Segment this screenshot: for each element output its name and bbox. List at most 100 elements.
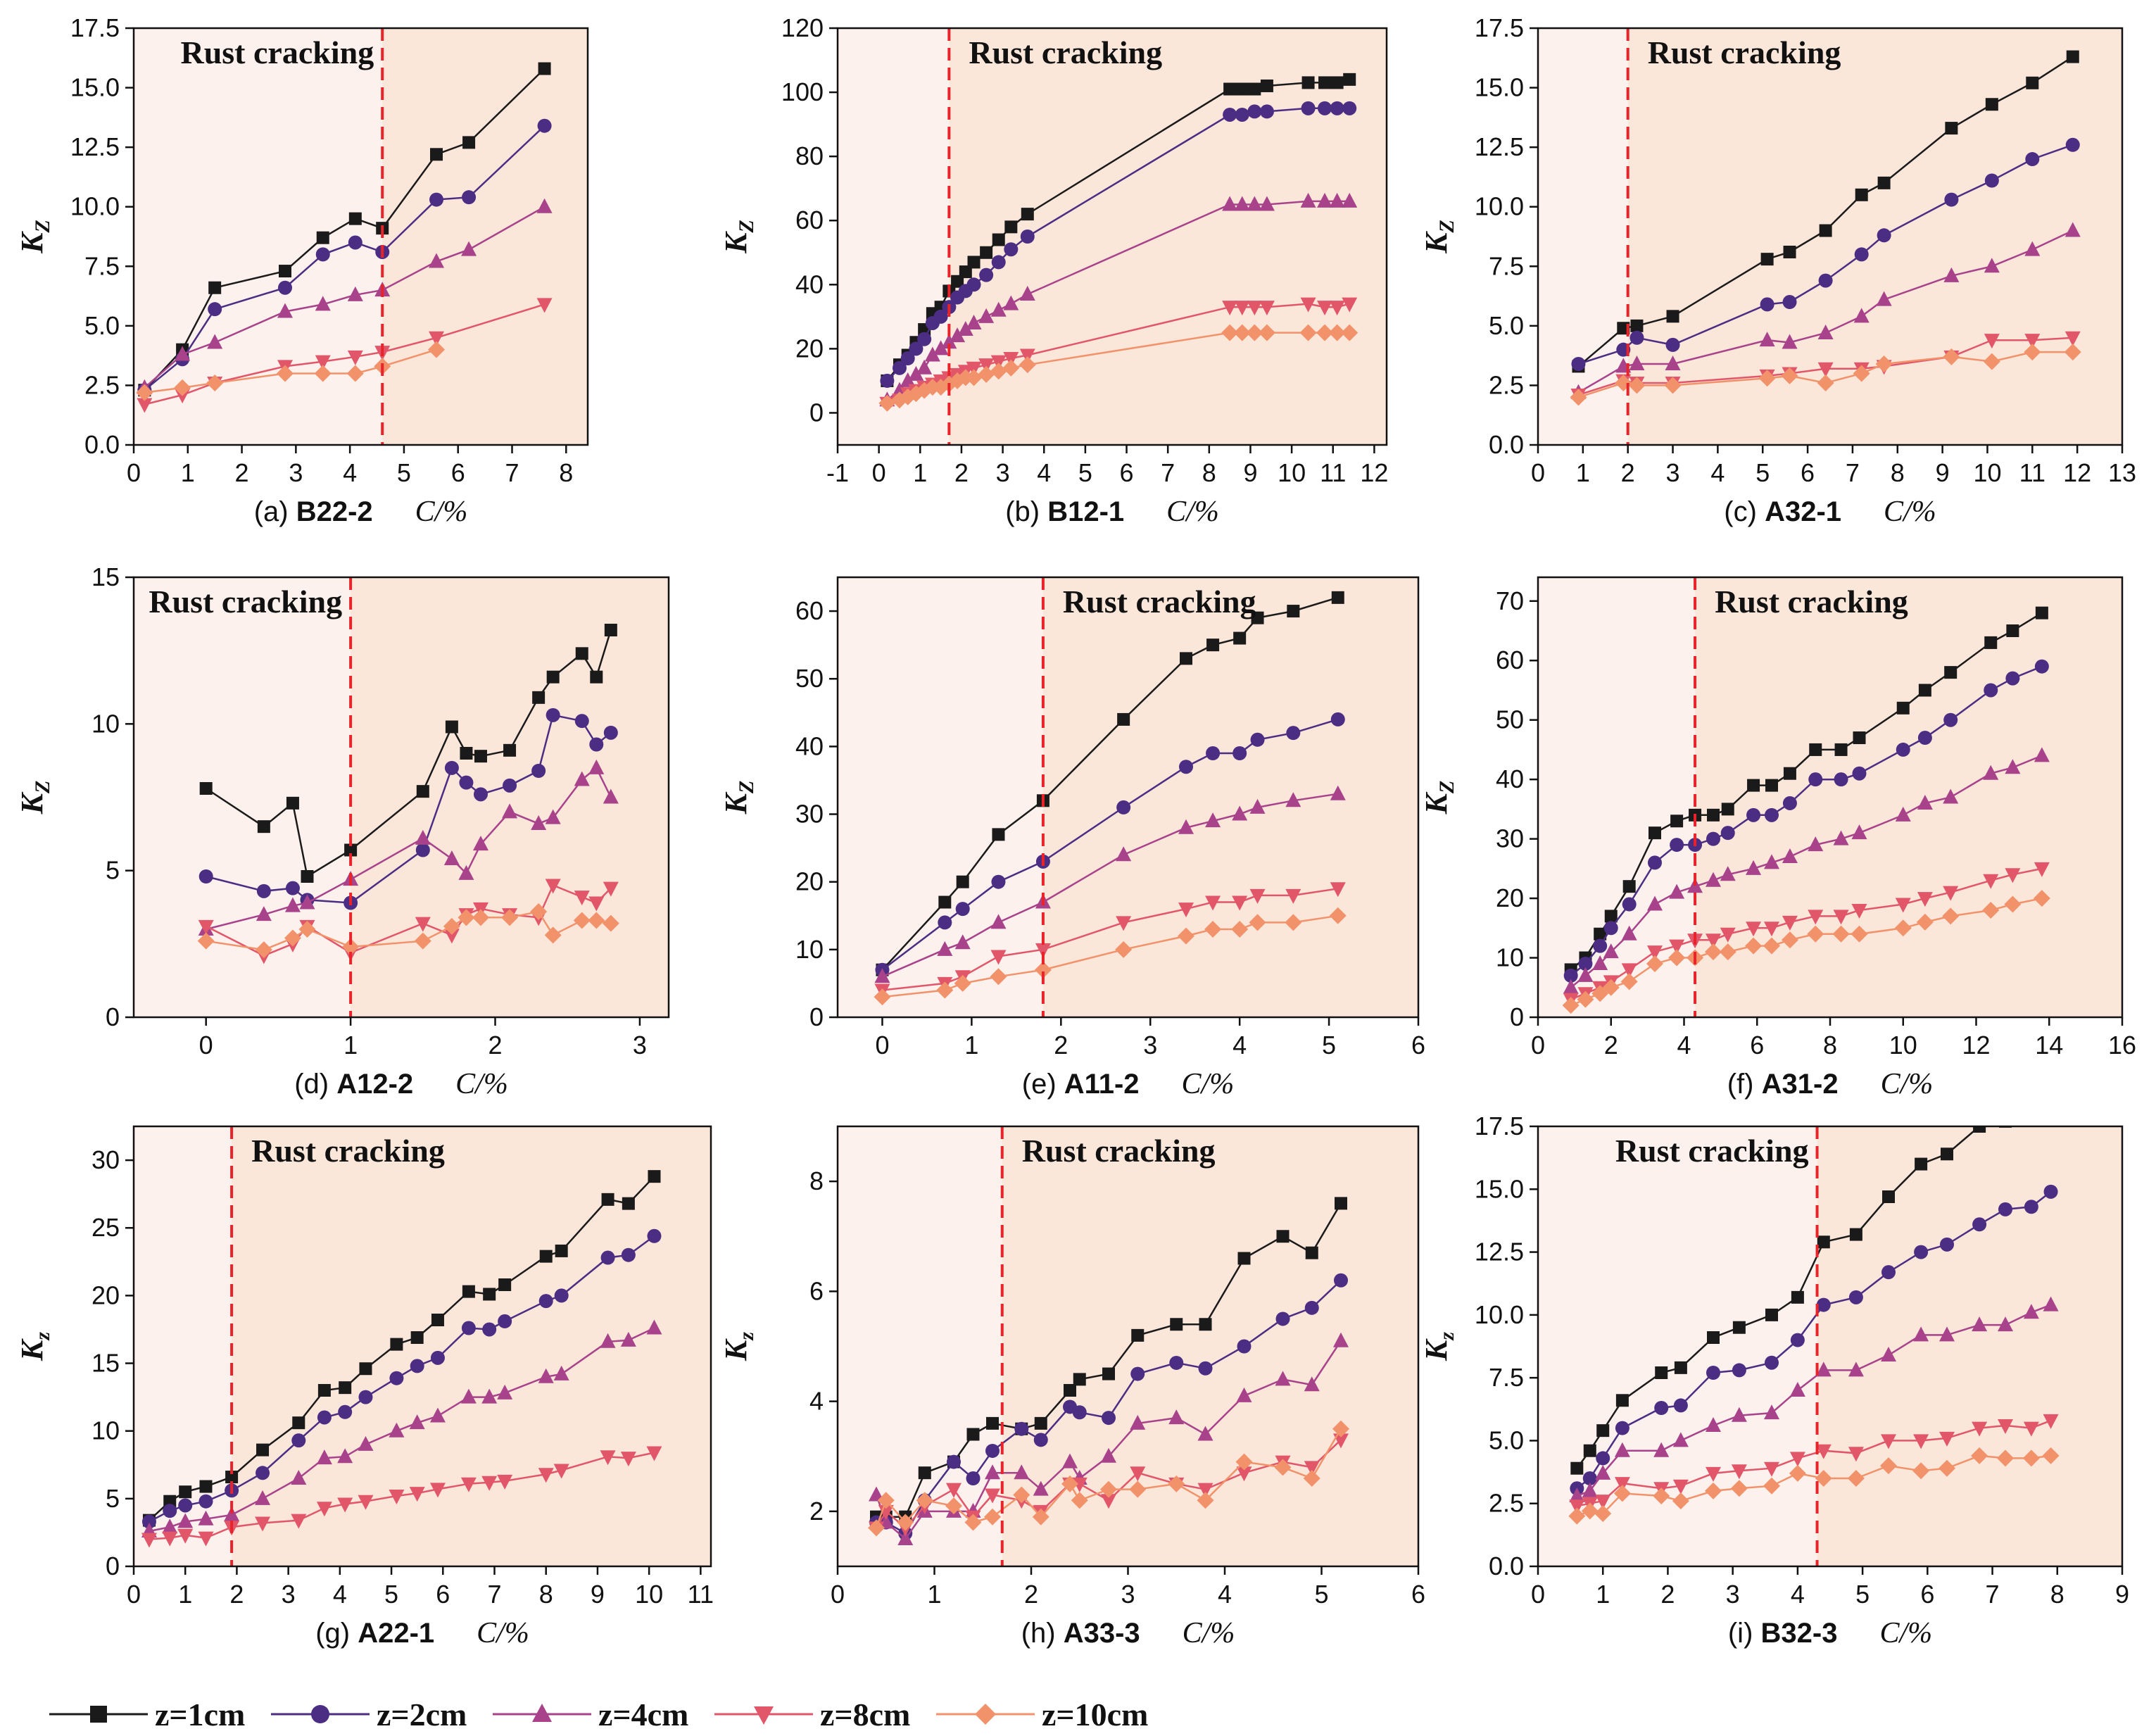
data-point	[338, 1404, 353, 1419]
data-point	[1614, 1442, 1630, 1457]
data-point	[603, 881, 619, 897]
data-point	[1809, 743, 1822, 756]
x-tick-label: 11	[2019, 458, 2045, 487]
data-point	[2005, 759, 2021, 774]
legend-marker-diamond	[975, 1704, 996, 1725]
data-point	[2024, 1200, 2038, 1214]
y-tick-label: 15.0	[1475, 1174, 1524, 1203]
data-point	[1914, 1245, 1929, 1259]
legend-item-z8: z=8cm	[714, 1697, 910, 1732]
data-point	[337, 1497, 353, 1513]
panel-caption: (d) A12-2 C/%	[294, 1068, 508, 1100]
data-point	[291, 1514, 307, 1529]
x-tick-label: 1	[927, 1580, 941, 1609]
data-point	[1115, 941, 1133, 958]
data-point	[1236, 1466, 1252, 1482]
data-point	[1577, 967, 1594, 982]
x-tick-label: 9	[2115, 1580, 2129, 1609]
data-point	[1706, 1466, 1721, 1482]
legend-label: z=10cm	[1042, 1697, 1148, 1732]
y-tick-label: 30	[92, 1145, 120, 1174]
y-tick-label: 0	[106, 1002, 120, 1031]
y-tick-label: 0.0	[1489, 430, 1524, 459]
data-point	[954, 934, 971, 950]
x-axis-label: C/%	[477, 1617, 529, 1649]
data-point	[1918, 684, 1931, 697]
data-point	[892, 360, 907, 375]
data-point	[1130, 1366, 1145, 1381]
data-point	[1251, 611, 1264, 624]
series-z-10cm	[878, 324, 1358, 412]
data-point	[2043, 1184, 2058, 1199]
data-point	[1199, 1318, 1212, 1331]
data-point	[933, 309, 948, 324]
data-point	[481, 1388, 498, 1404]
data-point	[1222, 196, 1238, 211]
data-point	[416, 785, 429, 798]
data-point	[992, 233, 1005, 246]
data-point	[1569, 1499, 1585, 1515]
data-point	[1817, 1235, 1830, 1249]
rust-cracking-annotation: Rust cracking	[1715, 584, 1908, 619]
data-point	[546, 707, 560, 722]
data-point	[1020, 229, 1035, 244]
data-point	[590, 670, 603, 684]
data-point	[1746, 922, 1762, 937]
x-tick-label: 9	[591, 1580, 605, 1609]
y-axis-label-sub: z	[1435, 1332, 1458, 1341]
series-z-2cm	[141, 1228, 662, 1529]
data-point	[2025, 1100, 2038, 1112]
data-point	[1204, 921, 1222, 938]
series-line	[1570, 612, 2043, 971]
data-point	[460, 747, 473, 760]
data-point	[177, 1528, 194, 1544]
caption-prefix: (b)	[1005, 496, 1047, 527]
data-point	[1577, 990, 1594, 1008]
data-point	[985, 1464, 1000, 1480]
chart-panel-b12-1: -1 0 1 2 3 4 5 6 7 8 9 10 11 12020406080100120KZRust …	[719, 13, 1388, 528]
series-z-2cm	[880, 101, 1357, 388]
data-point	[1875, 355, 1893, 372]
y-axis-label-sub: Z	[31, 781, 54, 794]
data-point	[1223, 82, 1237, 96]
data-point	[1855, 188, 1868, 201]
x-tick-label: 3	[633, 1031, 647, 1059]
data-point	[1221, 324, 1239, 341]
rust-cracking-annotation: Rust cracking	[1022, 1133, 1216, 1169]
data-point	[967, 256, 981, 269]
data-point	[1648, 826, 1661, 840]
y-tick-label: 7.5	[1489, 1363, 1524, 1392]
data-point	[2042, 1447, 2060, 1464]
data-point	[1944, 192, 1959, 207]
data-point	[1705, 1482, 1722, 1499]
series-line	[1570, 867, 2043, 1000]
data-point	[198, 869, 213, 883]
legend-marker-square	[90, 1706, 107, 1723]
x-tick-label: 5	[1322, 1031, 1336, 1059]
data-point	[1197, 1492, 1214, 1509]
data-point	[1236, 1387, 1252, 1402]
data-point	[1235, 82, 1249, 96]
data-point	[175, 346, 191, 361]
data-point	[2064, 331, 2081, 346]
data-point	[1942, 907, 1960, 925]
data-point	[1943, 886, 1959, 901]
data-point	[1073, 1373, 1086, 1386]
data-point	[937, 941, 953, 956]
data-point	[1912, 1462, 1930, 1480]
data-point	[2064, 344, 2081, 361]
x-tick-label: 10	[1973, 458, 2001, 487]
legend-label: z=8cm	[820, 1697, 910, 1732]
pre-crack-region	[1538, 577, 1696, 1017]
x-tick-label: 0	[1531, 1031, 1545, 1059]
data-point	[1233, 324, 1251, 341]
series-z-10cm	[197, 903, 619, 959]
data-point	[1285, 792, 1301, 807]
data-point	[462, 190, 477, 205]
data-point	[415, 843, 430, 857]
data-point	[198, 919, 214, 935]
data-point	[951, 275, 964, 288]
data-point	[1233, 631, 1247, 645]
x-tick-label: 3	[1143, 1031, 1157, 1059]
data-point	[1328, 324, 1346, 341]
